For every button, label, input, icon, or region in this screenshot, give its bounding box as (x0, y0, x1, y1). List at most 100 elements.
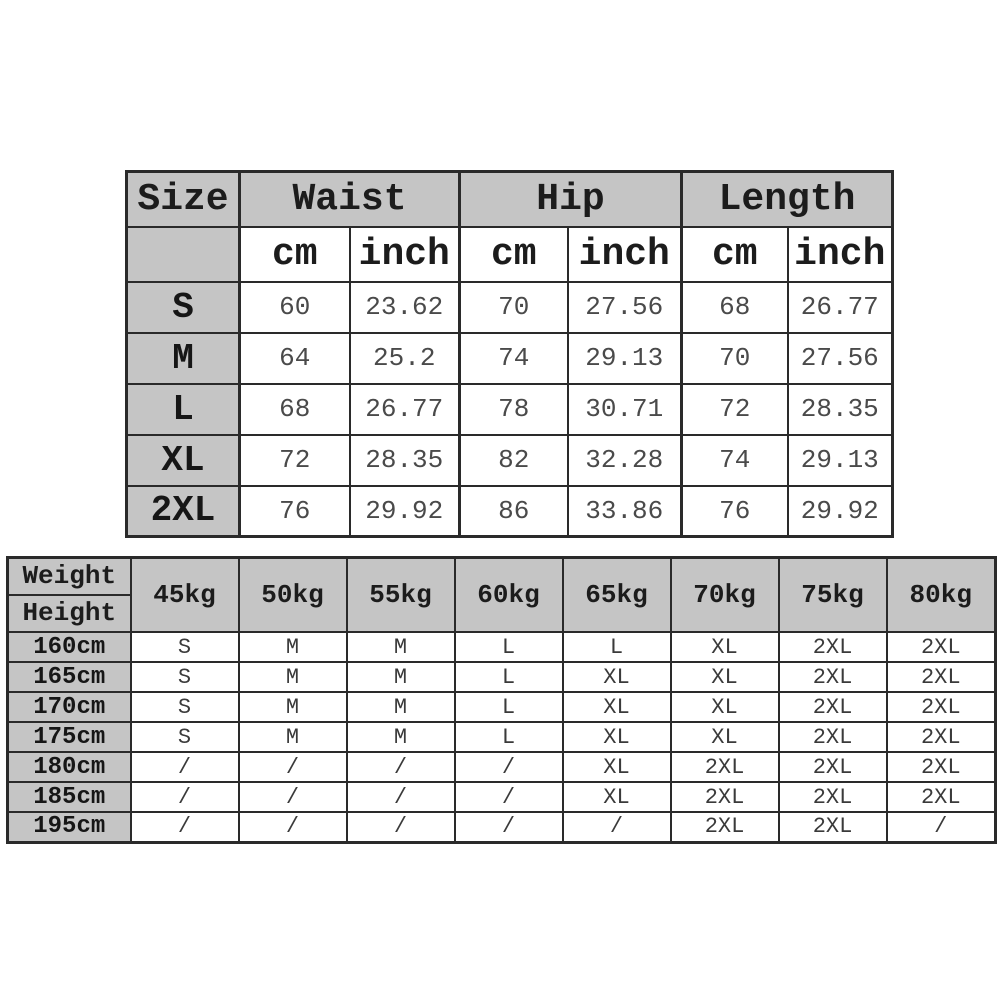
recommended-size-value: L (453, 631, 564, 663)
recommended-size-value: / (237, 811, 348, 843)
table-row: S 60 23.62 70 27.56 68 26.77 (125, 280, 894, 334)
recommended-size-value: XL (669, 661, 780, 693)
height-label: 195cm (6, 811, 132, 843)
measurement-value: 78 (458, 382, 569, 436)
table-row: Size Waist Hip Length (125, 170, 894, 228)
measurement-value: 68 (238, 382, 351, 436)
recommended-size-value: 2XL (777, 691, 888, 723)
table-row: 185cm / / / / XL 2XL 2XL 2XL (6, 781, 997, 813)
recommended-size-value: / (129, 751, 240, 783)
recommended-size-value: 2XL (777, 811, 888, 843)
unit-header-inch: inch (348, 225, 461, 283)
recommended-size-value: 2XL (777, 631, 888, 663)
recommended-size-value: / (885, 811, 997, 843)
table-row: 175cm S M M L XL XL 2XL 2XL (6, 721, 997, 753)
recommended-size-value: 2XL (885, 631, 997, 663)
measurement-value: 60 (238, 280, 351, 334)
recommended-size-value: / (237, 781, 348, 813)
recommended-size-value: L (453, 721, 564, 753)
recommended-size-value: 2XL (777, 661, 888, 693)
height-label: 170cm (6, 691, 132, 723)
table-row: XL 72 28.35 82 32.28 74 29.13 (125, 433, 894, 487)
table-row: Weight Height 45kg 50kg 55kg 60kg 65kg 70kg 75kg… (6, 556, 997, 633)
recommended-size-value: L (561, 631, 672, 663)
weight-column-header: 70kg (669, 556, 780, 633)
unit-header-cm: cm (458, 225, 569, 283)
measurement-value: 26.77 (786, 280, 894, 334)
recommended-size-value: M (237, 631, 348, 663)
measurement-value: 25.2 (348, 331, 461, 385)
measurement-value: 72 (238, 433, 351, 487)
recommended-size-value: 2XL (669, 811, 780, 843)
size-label: 2XL (125, 484, 241, 538)
recommended-size-value: M (345, 661, 456, 693)
measurement-value: 29.92 (786, 484, 894, 538)
measurement-value: 32.28 (566, 433, 683, 487)
recommended-size-value: XL (561, 691, 672, 723)
measurement-value: 86 (458, 484, 569, 538)
height-label: 160cm (6, 631, 132, 663)
measurement-value: 28.35 (348, 433, 461, 487)
recommended-size-value: / (345, 751, 456, 783)
table-row: L 68 26.77 78 30.71 72 28.35 (125, 382, 894, 436)
corner-height-label: Height (22, 598, 117, 628)
size-label: S (125, 280, 241, 334)
measurement-value: 29.13 (786, 433, 894, 487)
recommended-size-value: / (345, 811, 456, 843)
table-row: 180cm / / / / XL 2XL 2XL 2XL (6, 751, 997, 783)
corner-weight-label: Weight (9, 559, 129, 596)
recommended-size-value: XL (669, 631, 780, 663)
weight-column-header: 60kg (453, 556, 564, 633)
recommended-size-value: 2XL (777, 721, 888, 753)
unit-header-cm: cm (680, 225, 789, 283)
recommended-size-value: XL (561, 721, 672, 753)
waist-column-header: Waist (238, 170, 461, 228)
recommended-size-value: XL (561, 781, 672, 813)
unit-header-inch: inch (566, 225, 683, 283)
hip-column-header: Hip (457, 170, 683, 228)
measurement-value: 68 (680, 280, 789, 334)
recommended-size-value: S (129, 691, 240, 723)
recommended-size-value: 2XL (885, 751, 997, 783)
recommended-size-value: 2XL (669, 751, 780, 783)
recommended-size-value: 2XL (885, 661, 997, 693)
recommended-size-value: M (237, 721, 348, 753)
recommended-size-value: / (561, 811, 672, 843)
measurement-value: 33.86 (566, 484, 683, 538)
recommended-size-value: / (453, 811, 564, 843)
recommended-size-value: XL (669, 691, 780, 723)
recommended-size-value: 2XL (885, 721, 997, 753)
measurement-value: 70 (680, 331, 789, 385)
recommended-size-value: M (237, 691, 348, 723)
recommended-size-value: / (237, 751, 348, 783)
height-label: 185cm (6, 781, 132, 813)
weight-column-header: 80kg (885, 556, 997, 633)
recommended-size-value: 2XL (669, 781, 780, 813)
measurement-value: 82 (458, 433, 569, 487)
measurement-value: 74 (680, 433, 789, 487)
measurement-value: 72 (680, 382, 789, 436)
measurement-value: 27.56 (566, 280, 683, 334)
measurement-value: 27.56 (786, 331, 894, 385)
recommended-size-value: L (453, 661, 564, 693)
length-column-header: Length (680, 170, 894, 228)
measurement-value: 76 (238, 484, 351, 538)
measurement-value: 30.71 (566, 382, 683, 436)
recommended-size-value: M (345, 691, 456, 723)
table-row: 195cm / / / //2XL 2XL / (6, 811, 997, 843)
weight-column-header: 45kg (129, 556, 240, 633)
table-row: 160cm S M M L L XL 2XL 2XL (6, 631, 997, 663)
recommended-size-value: / (345, 781, 456, 813)
measurement-value: 28.35 (786, 382, 894, 436)
recommended-size-value: S (129, 721, 240, 753)
recommended-size-value: M (237, 661, 348, 693)
weight-column-header: 65kg (561, 556, 672, 633)
measurement-value: 26.77 (348, 382, 461, 436)
recommended-size-value: 2XL (777, 751, 888, 783)
height-label: 180cm (6, 751, 132, 783)
table-row: 170cm S M M L XL XL 2XL 2XL (6, 691, 997, 723)
recommended-size-value: / (453, 781, 564, 813)
weight-column-header: 55kg (345, 556, 456, 633)
recommended-size-value: S (129, 661, 240, 693)
recommended-size-value: S (129, 631, 240, 663)
